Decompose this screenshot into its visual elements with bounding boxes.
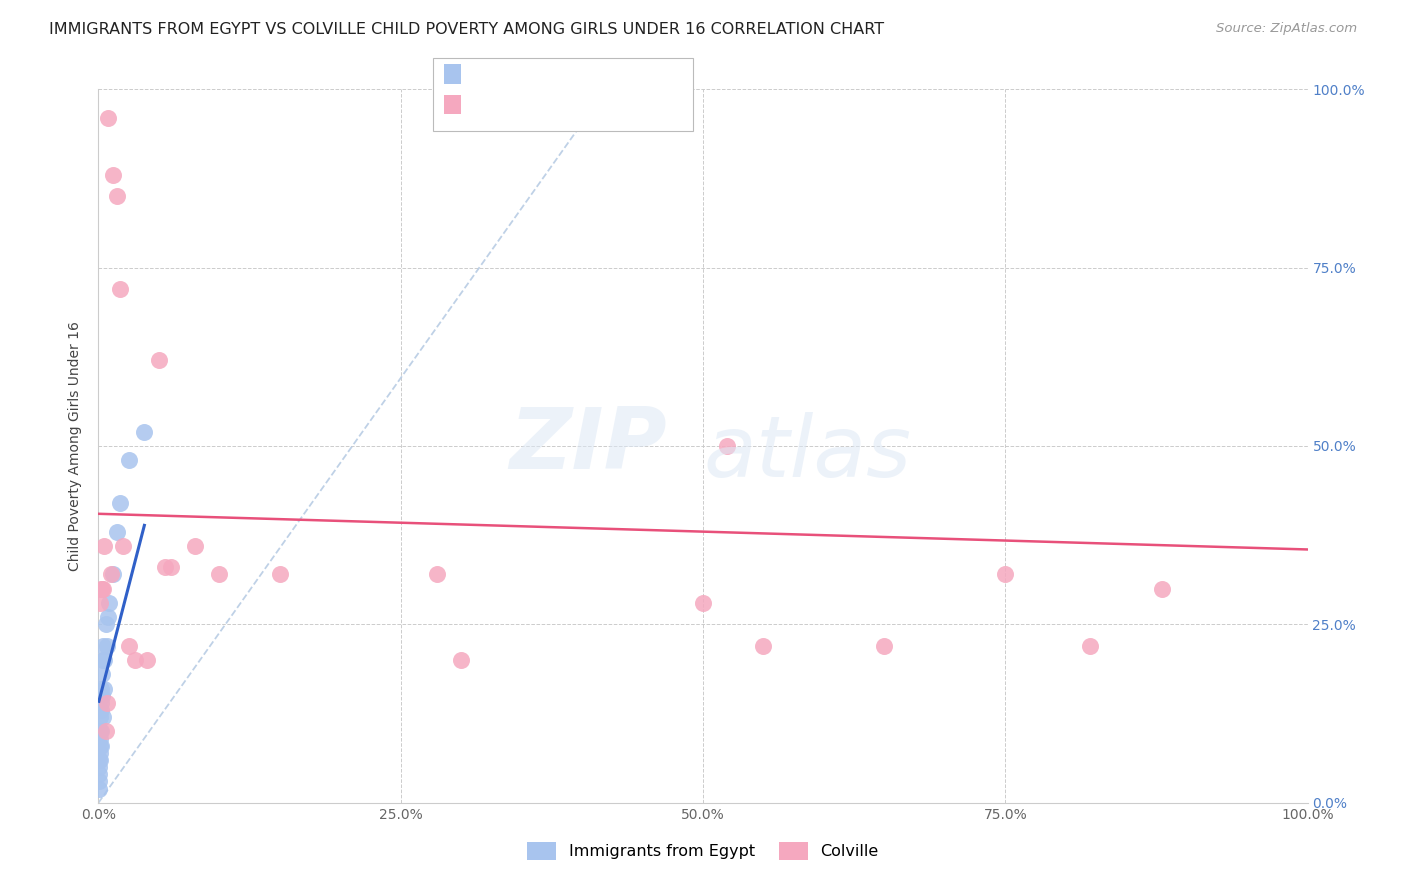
Point xyxy=(90,739,112,753)
Point xyxy=(269,567,291,582)
Y-axis label: Child Poverty Among Girls Under 16: Child Poverty Among Girls Under 16 xyxy=(69,321,83,571)
Point xyxy=(89,774,111,789)
Point xyxy=(752,639,775,653)
Point xyxy=(105,524,128,539)
Point xyxy=(91,689,114,703)
Point xyxy=(97,610,120,624)
Legend: Immigrants from Egypt, Colville: Immigrants from Egypt, Colville xyxy=(520,836,886,866)
Point xyxy=(184,539,207,553)
Point xyxy=(94,617,117,632)
Text: N = 32: N = 32 xyxy=(616,70,673,87)
Point xyxy=(105,189,128,203)
Point xyxy=(89,753,111,767)
Point xyxy=(90,582,112,596)
Point xyxy=(89,724,111,739)
Point xyxy=(89,746,111,760)
Point xyxy=(89,739,111,753)
Text: IMMIGRANTS FROM EGYPT VS COLVILLE CHILD POVERTY AMONG GIRLS UNDER 16 CORRELATION: IMMIGRANTS FROM EGYPT VS COLVILLE CHILD … xyxy=(49,22,884,37)
Point xyxy=(148,353,170,368)
Point xyxy=(91,653,114,667)
Point xyxy=(94,724,117,739)
Text: N = 31: N = 31 xyxy=(616,100,673,118)
Point xyxy=(90,681,112,696)
Point xyxy=(90,703,112,717)
Point xyxy=(89,731,111,746)
Point xyxy=(108,496,131,510)
Point xyxy=(89,760,111,774)
Point xyxy=(96,639,118,653)
Point xyxy=(692,596,714,610)
Point xyxy=(87,781,110,796)
Point xyxy=(134,425,156,439)
Text: R = -0.102: R = -0.102 xyxy=(470,100,560,118)
Text: R =  0.409: R = 0.409 xyxy=(470,70,558,87)
Point xyxy=(93,653,115,667)
Point xyxy=(135,653,157,667)
Point xyxy=(118,453,141,467)
Point xyxy=(96,696,118,710)
Point xyxy=(716,439,738,453)
Point xyxy=(994,567,1017,582)
Point xyxy=(101,168,124,182)
Text: ZIP: ZIP xyxy=(509,404,666,488)
Text: Source: ZipAtlas.com: Source: ZipAtlas.com xyxy=(1216,22,1357,36)
Point xyxy=(111,539,134,553)
Point xyxy=(97,111,120,125)
Point xyxy=(873,639,896,653)
Point xyxy=(100,567,122,582)
Point xyxy=(1078,639,1101,653)
Point xyxy=(118,639,141,653)
Point xyxy=(101,567,124,582)
Point xyxy=(124,653,146,667)
Point xyxy=(208,567,231,582)
Point xyxy=(91,710,114,724)
Point xyxy=(108,282,131,296)
Point xyxy=(90,724,112,739)
Point xyxy=(160,560,183,574)
Point xyxy=(98,596,121,610)
Point xyxy=(1152,582,1174,596)
Point xyxy=(153,560,176,574)
Point xyxy=(87,767,110,781)
Point xyxy=(91,582,114,596)
Point xyxy=(91,639,114,653)
Point xyxy=(426,567,449,582)
Point xyxy=(91,582,114,596)
Point xyxy=(89,753,111,767)
Point xyxy=(91,667,114,681)
Point xyxy=(89,596,111,610)
Point xyxy=(450,653,472,667)
Point xyxy=(93,681,115,696)
Point xyxy=(89,710,111,724)
Point xyxy=(93,539,115,553)
Point xyxy=(90,696,112,710)
Text: atlas: atlas xyxy=(703,411,911,495)
